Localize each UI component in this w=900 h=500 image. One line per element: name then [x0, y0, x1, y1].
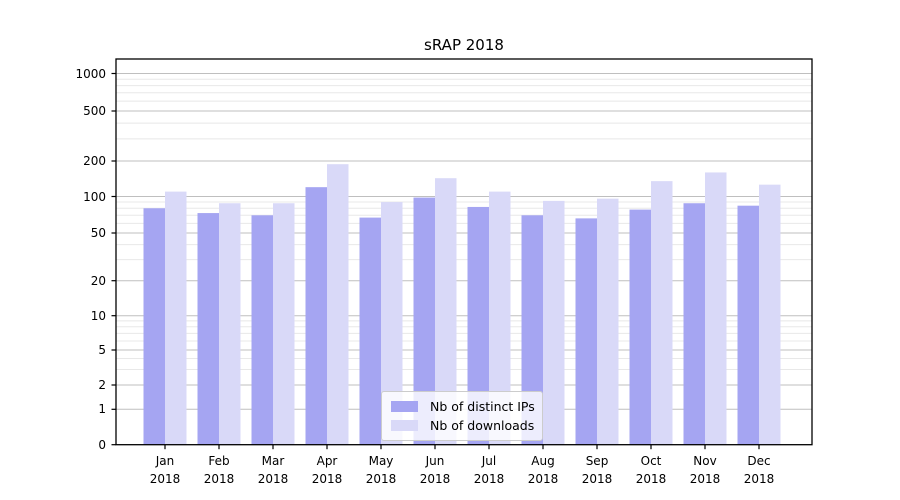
- bar-apr-distinct-ips: [305, 187, 327, 445]
- y-tick-label-50: 50: [90, 226, 106, 240]
- bar-feb-downloads: [219, 203, 241, 445]
- bar-apr-downloads: [327, 164, 349, 445]
- bar-nov-distinct-ips: [683, 203, 705, 445]
- x-tick-year: 2018: [311, 472, 343, 486]
- bar-sep-downloads: [597, 198, 619, 445]
- bar-aug-downloads: [543, 200, 565, 445]
- bar-jan-downloads: [165, 191, 187, 445]
- x-tick-label-jul: Jul 2018: [459, 452, 519, 488]
- bar-jul-distinct-ips: [467, 206, 489, 445]
- y-tick-label-1000: 1000: [75, 66, 106, 81]
- y-tick-label-2: 2: [98, 378, 106, 392]
- x-tick-year: 2018: [473, 472, 505, 486]
- x-tick-year: 2018: [149, 472, 181, 486]
- legend-label-distinct-ips: Nb of distinct IPs: [430, 399, 535, 414]
- bar-mar-distinct-ips: [251, 215, 273, 445]
- bar-jul-downloads: [489, 191, 511, 445]
- x-tick-year: 2018: [527, 472, 559, 486]
- legend-label-downloads: Nb of downloads: [430, 418, 535, 433]
- x-tick-label-dec: Dec 2018: [729, 452, 789, 488]
- x-tick-year: 2018: [689, 472, 721, 486]
- legend-item-distinct-ips: Nb of distinct IPs: [391, 397, 535, 416]
- x-tick-month: Oct: [640, 454, 662, 468]
- x-tick-month: Sep: [585, 454, 609, 468]
- bar-may-distinct-ips: [359, 217, 381, 445]
- y-tick-label-0: 0: [98, 437, 106, 452]
- x-tick-label-jun: Jun 2018: [405, 452, 465, 488]
- x-tick-label-jan: Jan 2018: [135, 452, 195, 488]
- y-tick-label-100: 100: [83, 189, 106, 204]
- bar-nov-downloads: [705, 172, 727, 445]
- legend-swatch-downloads: [391, 420, 418, 431]
- legend-swatch-distinct-ips: [391, 401, 418, 412]
- x-tick-label-apr: Apr 2018: [297, 452, 357, 488]
- bar-jun-distinct-ips: [413, 197, 435, 445]
- y-tick-label-5: 5: [98, 343, 106, 357]
- x-tick-label-nov: Nov 2018: [675, 452, 735, 488]
- x-tick-month: Mar: [261, 454, 285, 468]
- x-tick-month: Dec: [747, 454, 771, 468]
- x-tick-label-may: May 2018: [351, 452, 411, 488]
- x-tick-label-mar: Mar 2018: [243, 452, 303, 488]
- bar-sep-distinct-ips: [575, 218, 597, 445]
- plot-frame: [115, 58, 813, 446]
- bar-oct-distinct-ips: [629, 209, 651, 445]
- x-tick-label-oct: Oct 2018: [621, 452, 681, 488]
- legend-item-downloads: Nb of downloads: [391, 416, 534, 435]
- x-tick-year: 2018: [365, 472, 397, 486]
- x-tick-year: 2018: [581, 472, 613, 486]
- x-tick-year: 2018: [203, 472, 235, 486]
- y-tick-label-1: 1: [98, 402, 106, 417]
- y-tick-label-500: 500: [83, 104, 106, 118]
- x-tick-month: Jun: [425, 454, 445, 468]
- x-tick-label-aug: Aug 2018: [513, 452, 573, 488]
- x-tick-month: Aug: [531, 454, 555, 468]
- x-tick-year: 2018: [419, 472, 451, 486]
- x-tick-month: Feb: [208, 454, 230, 468]
- chart-title: sRAP 2018: [424, 36, 504, 54]
- x-tick-year: 2018: [743, 472, 775, 486]
- bar-mar-downloads: [273, 203, 295, 445]
- x-tick-year: 2018: [635, 472, 667, 486]
- bar-feb-distinct-ips: [197, 213, 219, 445]
- bar-jan-distinct-ips: [143, 208, 165, 445]
- y-tick-label-200: 200: [83, 154, 106, 168]
- bar-may-downloads: [381, 202, 403, 445]
- x-tick-label-sep: Sep 2018: [567, 452, 627, 488]
- x-tick-year: 2018: [257, 472, 289, 486]
- x-tick-label-feb: Feb 2018: [189, 452, 249, 488]
- x-tick-month: May: [368, 454, 394, 468]
- bar-jun-downloads: [435, 178, 457, 445]
- x-tick-month: Jan: [155, 454, 175, 468]
- bar-dec-distinct-ips: [737, 205, 759, 445]
- bar-aug-distinct-ips: [521, 215, 543, 445]
- legend: Nb of distinct IPs Nb of downloads: [381, 391, 543, 441]
- bar-oct-downloads: [651, 181, 673, 445]
- x-tick-month: Jul: [481, 454, 497, 468]
- x-tick-month: Apr: [316, 454, 338, 468]
- y-tick-label-10: 10: [90, 308, 106, 323]
- y-tick-label-20: 20: [90, 273, 106, 288]
- x-tick-month: Nov: [693, 454, 717, 468]
- bar-dec-downloads: [759, 184, 781, 445]
